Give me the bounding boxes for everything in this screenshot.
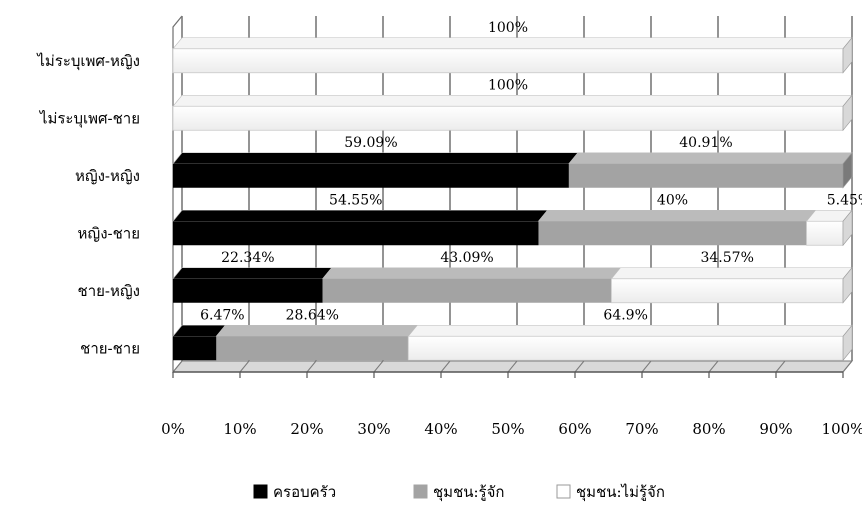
category-label: ไม่ระบุเพศ-ชาย xyxy=(39,109,140,128)
bars xyxy=(172,36,853,362)
bar-top xyxy=(172,209,549,222)
x-tick-label: 100% xyxy=(822,420,862,438)
x-tick-label: 40% xyxy=(424,420,457,438)
legend-label: ครอบครัว xyxy=(273,483,336,501)
legend: ครอบครัว ชุมชน:รู้จัก ชุมชน:ไม่รู้จัก xyxy=(253,483,665,502)
data-label: 5.45% xyxy=(827,192,862,208)
x-tick-label: 60% xyxy=(558,420,591,438)
bar-top xyxy=(537,209,817,222)
data-label: 59.09% xyxy=(344,135,397,151)
bar-segment xyxy=(173,163,569,188)
bar-segment xyxy=(407,335,844,361)
legend-label: ชุมชน:ไม่รู้จัก xyxy=(576,483,665,502)
side-wall-edge xyxy=(172,15,183,372)
bar-segment xyxy=(173,221,539,246)
category-label: ไม่ระบุเพศ-หญิง xyxy=(36,52,140,71)
bar-side xyxy=(842,324,853,362)
x-tick-label: 80% xyxy=(692,420,725,438)
bar-top xyxy=(407,324,853,337)
data-label: 40.91% xyxy=(679,135,732,151)
category-label: หญิง-ชาย xyxy=(78,224,140,242)
data-label: 22.34% xyxy=(221,250,274,266)
x-tick-label: 30% xyxy=(357,420,390,438)
category-label: หญิง-หญิง xyxy=(75,167,140,185)
category-label: ชาย-ชาย xyxy=(80,339,140,357)
gridline-floor xyxy=(306,360,317,373)
bar-side xyxy=(842,94,853,132)
data-label: 6.47% xyxy=(200,307,244,323)
gridline-floor xyxy=(775,360,786,373)
bar-segment xyxy=(172,48,844,74)
data-label: 34.57% xyxy=(700,250,753,266)
tick-labels: 0% 10% 20% 30% 40% 50% 60% 70% 80% 90% 100% xyxy=(161,420,862,438)
bar-top xyxy=(610,267,853,280)
data-label: 100% xyxy=(488,20,528,36)
bar-segment xyxy=(538,221,807,246)
gridline-floor xyxy=(239,360,250,373)
legend-swatch xyxy=(253,484,268,499)
gridline-floor xyxy=(507,360,518,373)
bar-segment xyxy=(610,278,844,304)
category-labels: ไม่ระบุเพศ-หญิงไม่ระบุเพศ-ชายหญิง-หญิงหญ… xyxy=(36,52,140,358)
bar-side xyxy=(842,266,853,304)
data-labels: 100% 100% 59.09% 40.91% 54.55% 40% 5.45% 22.34%… xyxy=(200,20,862,324)
bar-top xyxy=(568,152,853,165)
bar-segment xyxy=(216,336,409,361)
data-label: 54.55% xyxy=(329,192,382,208)
bar-side xyxy=(842,209,853,247)
x-axis xyxy=(172,371,844,378)
bar-segment xyxy=(322,278,612,303)
data-label: 100% xyxy=(488,77,528,93)
x-tick-label: 10% xyxy=(223,420,256,438)
bar-segment xyxy=(172,105,844,131)
data-label: 64.9% xyxy=(603,307,647,323)
gridline-floor xyxy=(641,360,652,373)
x-tick-label: 20% xyxy=(290,420,323,438)
x-tick-label: 90% xyxy=(759,420,792,438)
gridline-floor xyxy=(172,360,183,373)
bar-side xyxy=(842,151,853,189)
gridline-floor xyxy=(373,360,384,373)
bar-top xyxy=(215,324,418,337)
legend-swatch xyxy=(556,484,571,499)
gridlines xyxy=(172,16,853,373)
category-label: ชาย-หญิง xyxy=(78,282,140,300)
bar-segment xyxy=(173,278,323,303)
bar-segment xyxy=(173,336,217,361)
bar-side xyxy=(842,36,853,74)
x-tick-label: 0% xyxy=(161,420,185,438)
x-tick-label: 70% xyxy=(625,420,658,438)
gridline-floor xyxy=(842,360,853,373)
gridline-floor xyxy=(708,360,719,373)
bar-top xyxy=(172,37,853,50)
legend-swatch xyxy=(413,484,428,499)
bar-segment xyxy=(568,163,843,188)
legend-label: ชุมชน:รู้จัก xyxy=(433,483,504,502)
bar-top xyxy=(172,94,853,107)
bar-top xyxy=(172,152,579,165)
data-label: 28.64% xyxy=(286,307,339,323)
bar-top xyxy=(322,267,622,280)
data-label: 43.09% xyxy=(440,250,493,266)
gridline-floor xyxy=(574,360,585,373)
bar-segment xyxy=(806,220,844,246)
bar-top xyxy=(172,267,333,280)
data-label: 40% xyxy=(657,192,688,208)
x-tick-label: 50% xyxy=(491,420,524,438)
gridline-floor xyxy=(440,360,451,373)
